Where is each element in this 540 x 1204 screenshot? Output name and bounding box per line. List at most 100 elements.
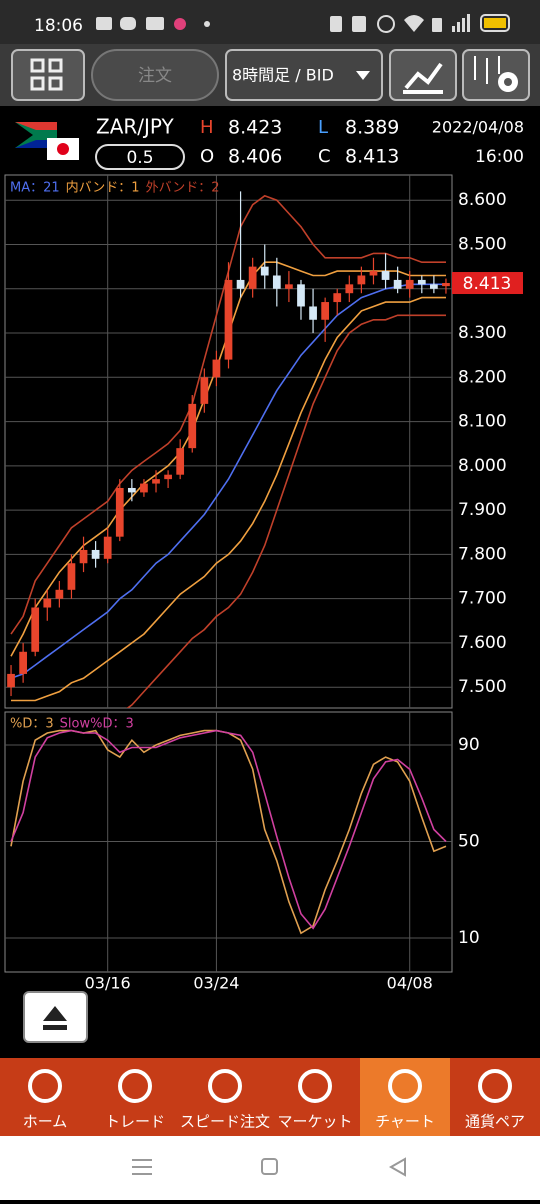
candle-body <box>260 266 269 276</box>
y-tick-label: 8.300 <box>458 323 507 343</box>
y-tick-label: 8.100 <box>458 412 507 432</box>
system-nav <box>0 1136 540 1200</box>
candle-body <box>285 284 293 289</box>
indicator-line <box>126 314 446 708</box>
stochastic-line <box>10 729 447 930</box>
low-value: 8.389 <box>345 117 399 139</box>
candle-body <box>297 284 305 307</box>
x-tick-label: 04/08 <box>387 974 433 993</box>
y-tick-label: 7.500 <box>458 677 507 697</box>
high-label: H <box>200 117 214 138</box>
indicator-legend: 外バンド：2 <box>146 181 220 196</box>
open-label: O <box>200 146 214 167</box>
candle-body <box>140 483 148 493</box>
nav-item[interactable]: マーケット <box>277 1069 353 1131</box>
candle-body <box>188 403 197 449</box>
spread: 0.5 <box>126 148 153 168</box>
candle-body <box>381 271 390 280</box>
legend-entry: Slow%D：3 <box>60 717 134 732</box>
nav-label: スピード注文 <box>180 1113 270 1131</box>
current-price-box <box>452 272 523 295</box>
quote-time: 16:00 <box>475 147 524 167</box>
candle-body <box>430 284 438 289</box>
y-tick-label: 7.700 <box>458 589 507 609</box>
nav-label: ホーム <box>23 1113 68 1131</box>
settings-button[interactable] <box>462 49 530 101</box>
timeframe-label: 8時間足 / BID <box>232 66 334 85</box>
candle-body <box>309 306 317 320</box>
candle-body <box>236 279 245 289</box>
nav-icon <box>478 1069 512 1103</box>
y-tick-label: 8.600 <box>458 190 507 210</box>
candle-body <box>115 487 124 537</box>
chart-type-button[interactable] <box>389 49 457 101</box>
candle-body <box>152 479 160 484</box>
candle-body <box>224 279 233 360</box>
indicator-line <box>11 296 446 702</box>
y-tick-label: 10 <box>458 928 480 948</box>
order-label: 注文 <box>138 66 172 86</box>
nav-item[interactable]: 通貨ペア <box>465 1069 525 1131</box>
candle-body <box>442 283 450 287</box>
nav-item[interactable]: チャート <box>360 1058 450 1136</box>
candle-body <box>248 266 257 289</box>
low-label: L <box>318 117 328 138</box>
candle-body <box>405 279 414 289</box>
collapse-button[interactable] <box>23 991 88 1043</box>
candle-body <box>19 651 27 674</box>
candle-body <box>417 279 426 285</box>
nav-label: チャート <box>375 1113 435 1131</box>
nav-label: マーケット <box>277 1113 352 1131</box>
candle-body <box>321 302 330 320</box>
candle-body <box>357 275 366 285</box>
indicator-line <box>10 283 446 680</box>
main-plot-frame <box>4 174 453 709</box>
candle-body <box>333 293 342 303</box>
current-price: 8.413 <box>463 274 512 294</box>
candle-body <box>67 563 76 590</box>
indicator-legend: MA：21 <box>10 181 60 196</box>
x-tick-label: 03/24 <box>193 974 239 993</box>
pair: ZAR/JPY <box>96 115 175 139</box>
candle-body <box>176 448 185 475</box>
menu-button[interactable] <box>11 49 85 101</box>
candle-body <box>200 377 209 404</box>
legend-entry: %D：3 <box>10 717 54 732</box>
indicator-legend: 内バンド：1 <box>66 180 140 196</box>
candle-body <box>91 549 100 559</box>
candle-body <box>393 279 402 289</box>
nav-item[interactable]: スピード注文 <box>180 1069 270 1131</box>
nav-icon <box>28 1069 62 1103</box>
y-tick-label: 8.000 <box>458 456 507 476</box>
candle-body <box>31 607 40 652</box>
candle-body <box>369 271 378 276</box>
status-icons <box>96 14 510 33</box>
nav-icon <box>118 1069 152 1103</box>
candle-body <box>103 536 112 559</box>
candle-body <box>55 589 64 599</box>
order-button[interactable]: 注文 <box>91 49 219 101</box>
nav-icon <box>298 1069 332 1103</box>
nav-icon <box>208 1069 242 1103</box>
open-value: 8.406 <box>228 146 282 168</box>
close-label: C <box>318 146 331 167</box>
nav-item[interactable]: ホーム <box>23 1069 68 1131</box>
y-tick-label: 7.800 <box>458 544 507 564</box>
candle-body <box>7 673 15 688</box>
candle-body <box>127 487 136 493</box>
candle-body <box>79 549 88 564</box>
y-tick-label: 7.600 <box>458 633 507 653</box>
nav-label: 通貨ペア <box>465 1113 525 1131</box>
timeframe-select[interactable]: 8時間足 / BID <box>225 49 383 101</box>
y-tick-label: 8.500 <box>458 235 507 255</box>
nav-item[interactable]: トレード <box>105 1069 165 1131</box>
nav-label: トレード <box>105 1113 165 1131</box>
system-buttons[interactable] <box>132 1157 406 1177</box>
high-value: 8.423 <box>228 117 282 139</box>
candle-body <box>272 275 281 289</box>
candle-body <box>212 359 221 378</box>
spread-pill <box>95 144 185 170</box>
status-time: 18:06 <box>34 16 83 36</box>
y-tick-label: 7.900 <box>458 500 507 520</box>
